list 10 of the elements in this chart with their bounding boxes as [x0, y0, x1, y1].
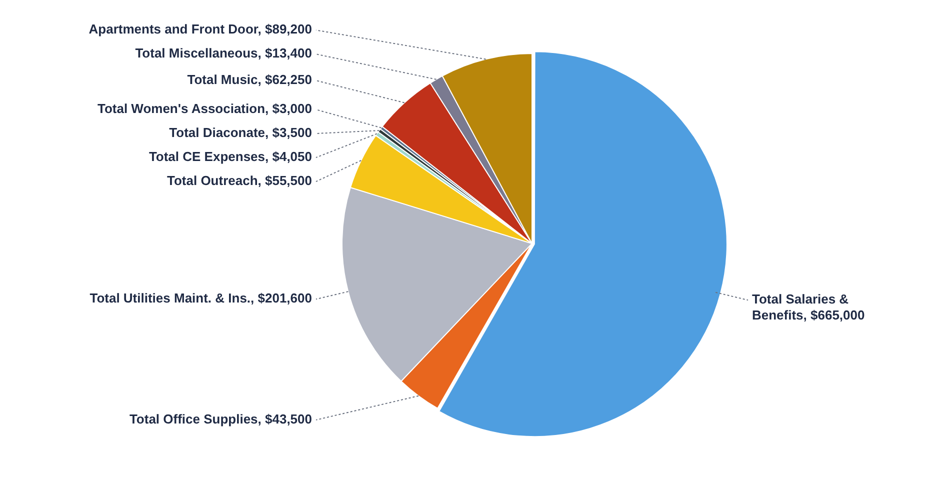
slice-label: Total Diaconate, $3,500 [169, 125, 312, 140]
slice-label: Total Miscellaneous, $13,400 [135, 46, 312, 61]
slice-label: Total Outreach, $55,500 [167, 173, 312, 188]
slice-label: Total Women's Association, $3,000 [97, 101, 312, 116]
slice-label: Total Music, $62,250 [187, 72, 312, 88]
slice-label: Total Office Supplies, $43,500 [129, 412, 312, 427]
slice-label: Apartments and Front Door, $89,200 [88, 22, 312, 37]
slice-label: Total CE Expenses, $4,050 [148, 149, 312, 164]
slice-label: Total Salaries & Benefits, $665,000 [752, 292, 865, 323]
slice-label: Total Utilities Maint. & Ins., $201,600 [90, 290, 312, 306]
